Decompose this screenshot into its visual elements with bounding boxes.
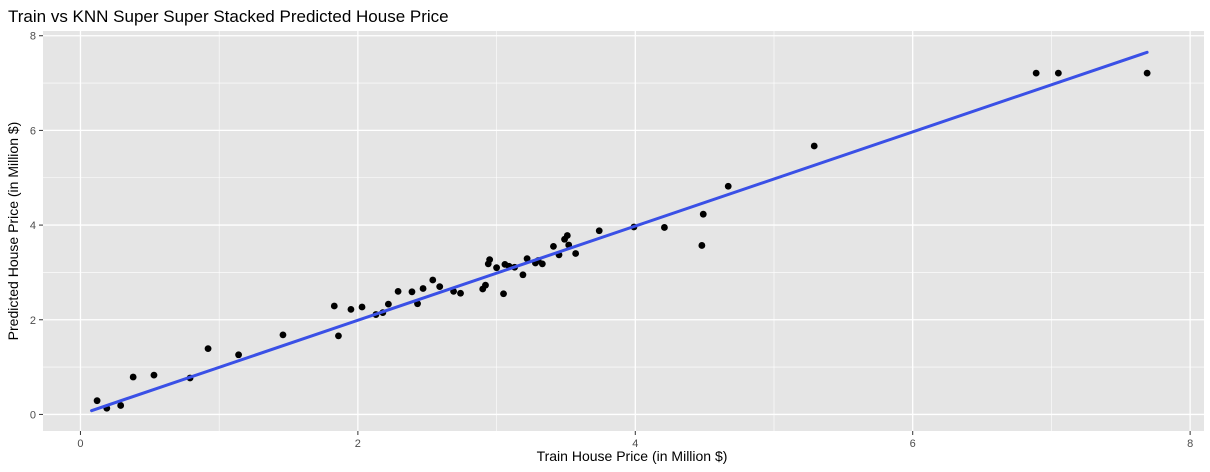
grid-lines — [43, 31, 1204, 431]
y-tick-label: 8 — [30, 31, 36, 43]
axes: 0 2 4 6 8 0 2 4 6 8 — [30, 31, 1193, 450]
data-point — [335, 332, 342, 340]
y-tick-label: 6 — [30, 125, 36, 137]
data-point — [501, 260, 509, 268]
data-point — [500, 290, 507, 298]
x-tick-label: 2 — [355, 438, 361, 450]
data-point — [1032, 69, 1040, 77]
data-point — [661, 224, 668, 231]
x-tick-label: 0 — [77, 438, 83, 450]
data-point — [1143, 69, 1151, 77]
chart-title: Train vs KNN Super Super Stacked Predict… — [8, 7, 449, 26]
data-point — [698, 242, 706, 249]
trend-line-layer — [90, 50, 1149, 413]
data-point — [235, 351, 242, 359]
data-point — [1054, 69, 1062, 77]
data-point — [150, 371, 158, 379]
data-point — [550, 242, 557, 250]
x-tick-label: 4 — [632, 438, 638, 450]
data-point — [523, 255, 531, 263]
data-point — [408, 288, 416, 296]
data-point — [429, 276, 437, 284]
data-point — [724, 182, 732, 190]
data-point — [394, 287, 402, 295]
trend-line — [90, 50, 1149, 413]
data-point — [384, 300, 392, 308]
x-tick-label: 6 — [910, 438, 916, 450]
y-tick-label: 4 — [30, 220, 36, 232]
data-point — [419, 285, 427, 292]
data-point — [484, 260, 492, 268]
data-point — [810, 142, 818, 150]
data-point — [117, 402, 125, 409]
x-tick-label: 8 — [1187, 438, 1193, 450]
y-tick-label: 2 — [30, 315, 36, 327]
data-point — [358, 303, 366, 311]
data-point — [561, 235, 568, 243]
data-point — [479, 285, 487, 293]
y-tick-label: 0 — [30, 409, 36, 421]
data-point — [129, 373, 137, 381]
data-point — [457, 289, 464, 297]
y-axis-title: Predicted House Price (in Million $) — [5, 122, 21, 341]
data-point — [493, 264, 500, 272]
data-point — [436, 283, 444, 291]
data-point — [595, 227, 603, 235]
x-axis-title: Train House Price (in Million $) — [537, 448, 728, 464]
data-point — [93, 397, 101, 405]
data-point — [347, 305, 355, 313]
data-point — [330, 302, 338, 310]
data-point — [519, 271, 527, 279]
data-point — [572, 250, 580, 257]
data-point — [279, 331, 287, 339]
data-point — [699, 210, 707, 218]
data-points — [93, 69, 1151, 412]
data-point — [204, 345, 212, 353]
